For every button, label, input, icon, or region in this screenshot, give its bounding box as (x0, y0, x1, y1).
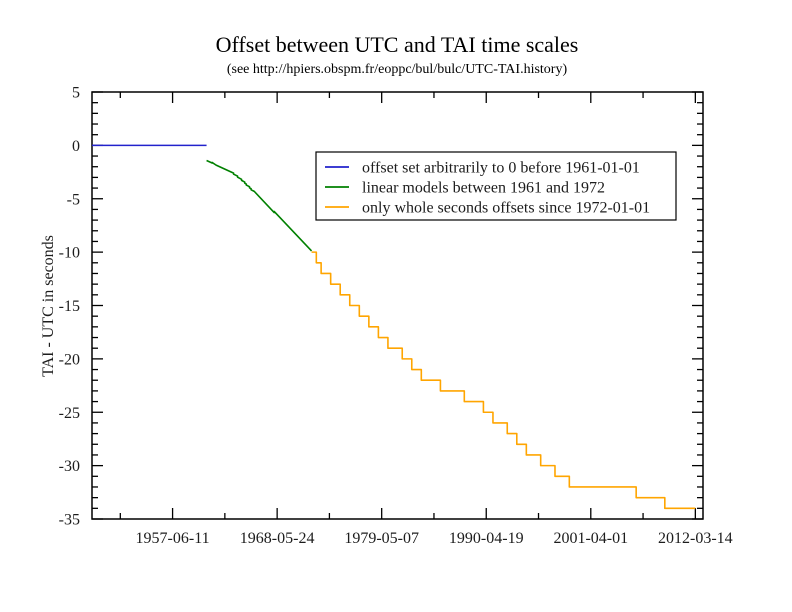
y-tick-label: -10 (59, 245, 80, 262)
y-tick-label: -5 (67, 191, 80, 208)
x-axis-tick-labels: 1957-06-11 1968-05-24 1979-05-07 1990-04-19… (136, 530, 733, 547)
plot-series (92, 144, 696, 510)
series-leap-seconds-since-1972 (311, 251, 696, 510)
legend-box (315, 151, 677, 221)
legend: offset set arbitrarily to 0 before 1961-… (315, 151, 677, 221)
series-linear-models-1961-1972 (206, 159, 313, 252)
legend-label-green: linear models between 1961 and 1972 (362, 180, 605, 197)
chart-subtitle: (see http://hpiers.obspm.fr/eoppc/bul/bu… (227, 62, 568, 77)
x-tick-label: 1968-05-24 (240, 530, 315, 547)
y-tick-label: 5 (72, 85, 80, 102)
chart-title: Offset between UTC and TAI time scales (216, 32, 579, 57)
y-tick-label: -20 (59, 351, 80, 368)
y-axis-ticks (92, 91, 703, 520)
legend-label-blue: offset set arbitrarily to 0 before 1961-… (362, 160, 640, 177)
y-tick-label: -35 (59, 512, 80, 529)
legend-label-orange: only whole seconds offsets since 1972-01… (362, 200, 650, 217)
y-tick-label: -25 (59, 405, 80, 422)
y-tick-label: -30 (59, 458, 80, 475)
x-axis-ticks (119, 92, 696, 519)
y-axis-label: TAI - UTC in seconds (40, 235, 57, 377)
x-tick-label: 1957-06-11 (136, 530, 210, 547)
y-tick-label: -15 (59, 298, 80, 315)
y-tick-label: 0 (72, 138, 80, 155)
x-tick-label: 2012-03-14 (658, 530, 733, 547)
y-axis-tick-labels: 5 0 -5 -10 -15 -20 -25 -30 -35 (59, 85, 80, 529)
x-tick-label: 1990-04-19 (449, 530, 524, 547)
x-tick-label: 1979-05-07 (344, 530, 419, 547)
x-tick-label: 2001-04-01 (553, 530, 628, 547)
